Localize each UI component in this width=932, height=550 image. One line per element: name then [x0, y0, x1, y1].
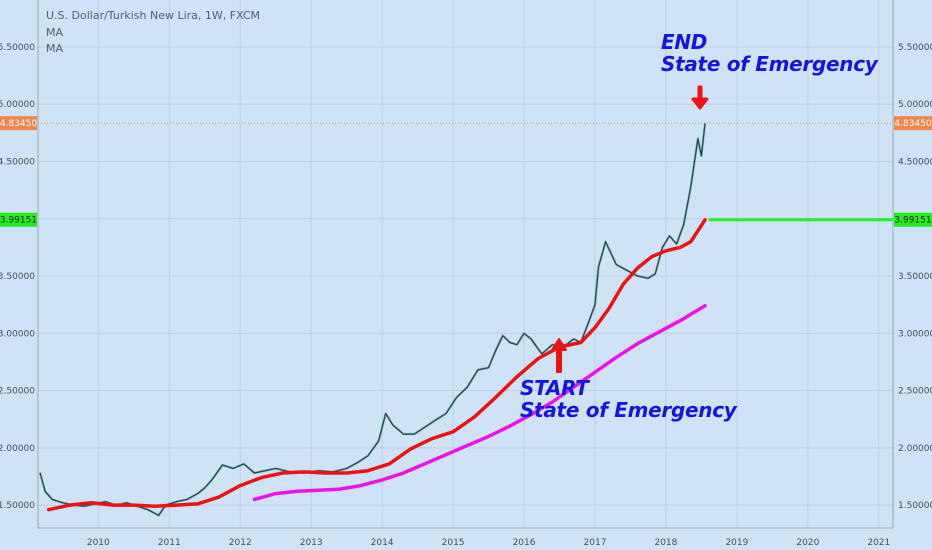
last-price-badge-right-bg — [894, 116, 932, 131]
series-layer — [38, 122, 893, 517]
y-tick-label-left: 2.50000 — [0, 387, 35, 397]
annotation-arrows — [551, 85, 709, 373]
symbol-title[interactable]: U.S. Dollar/Turkish New Lira, 1W, FXCM — [46, 9, 261, 22]
y-tick-label-left: 5.50000 — [0, 43, 35, 53]
end-annotation: END State of Emergency — [661, 31, 878, 75]
axis-ticks: 1.50000 1.50000 2.00000 2.00000 2.50000 2.500… — [0, 43, 932, 548]
start-annotation-line1: START — [520, 376, 589, 400]
x-tick-label: 2014 — [371, 538, 394, 548]
x-tick-label: 2016 — [513, 538, 536, 548]
y-tick-label-right: 1.50000 — [898, 501, 932, 511]
end-annotation-line1: END — [661, 30, 708, 54]
level-badge-left-label: 3.99151 — [0, 216, 37, 226]
x-tick-label: 2017 — [584, 538, 607, 548]
y-tick-label-left: 3.50000 — [0, 272, 35, 282]
ma-slow-line[interactable] — [252, 304, 707, 502]
y-tick-label-right: 4.50000 — [898, 157, 932, 167]
ma-fast-line[interactable] — [46, 218, 707, 512]
y-tick-label-right: 5.50000 — [898, 43, 932, 53]
indicator-ma-1[interactable]: MA — [46, 26, 64, 39]
end-annotation-line2: State of Emergency — [661, 52, 878, 76]
y-tick-label-left: 3.00000 — [0, 329, 35, 339]
end-arrow — [691, 85, 709, 110]
y-tick-label-left: 2.00000 — [0, 444, 35, 454]
last-price-badge-right-label: 4.83450 — [894, 119, 931, 129]
x-tick-label: 2013 — [300, 538, 323, 548]
y-tick-label-left: 4.50000 — [0, 157, 35, 167]
x-tick-label: 2011 — [158, 538, 181, 548]
x-tick-label: 2018 — [654, 538, 677, 548]
y-tick-label-right: 2.00000 — [898, 444, 932, 454]
indicator-ma-2[interactable]: MA — [46, 42, 64, 55]
last-price-badge-left-bg — [0, 116, 37, 131]
start-annotation-line2: State of Emergency — [520, 398, 737, 422]
level-badge-right-bg — [894, 212, 932, 227]
price-badges: 4.83450 4.83450 3.99151 3.99151 — [0, 116, 932, 227]
price-line[interactable] — [39, 123, 706, 517]
start-arrow — [551, 338, 567, 373]
y-tick-label-left: 1.50000 — [0, 501, 35, 511]
chart-grid — [38, 0, 893, 528]
y-tick-label-right: 3.00000 — [898, 329, 932, 339]
x-tick-label: 2019 — [725, 538, 748, 548]
level-badge-right-label: 3.99151 — [894, 216, 931, 226]
x-tick-label: 2021 — [867, 538, 890, 548]
start-annotation: START State of Emergency — [520, 377, 737, 421]
x-tick-label: 2012 — [229, 538, 252, 548]
x-tick-label: 2015 — [442, 538, 465, 548]
y-tick-label-right: 5.00000 — [898, 100, 932, 110]
y-tick-label-left: 5.00000 — [0, 100, 35, 110]
price-line-shadow — [38, 123, 707, 517]
last-price-badge-left-label: 4.83450 — [0, 119, 37, 129]
y-tick-label-right: 2.50000 — [898, 387, 932, 397]
x-tick-label: 2020 — [796, 538, 819, 548]
y-tick-label-right: 3.50000 — [898, 272, 932, 282]
x-tick-label: 2010 — [87, 538, 110, 548]
level-badge-left-bg — [0, 212, 37, 227]
